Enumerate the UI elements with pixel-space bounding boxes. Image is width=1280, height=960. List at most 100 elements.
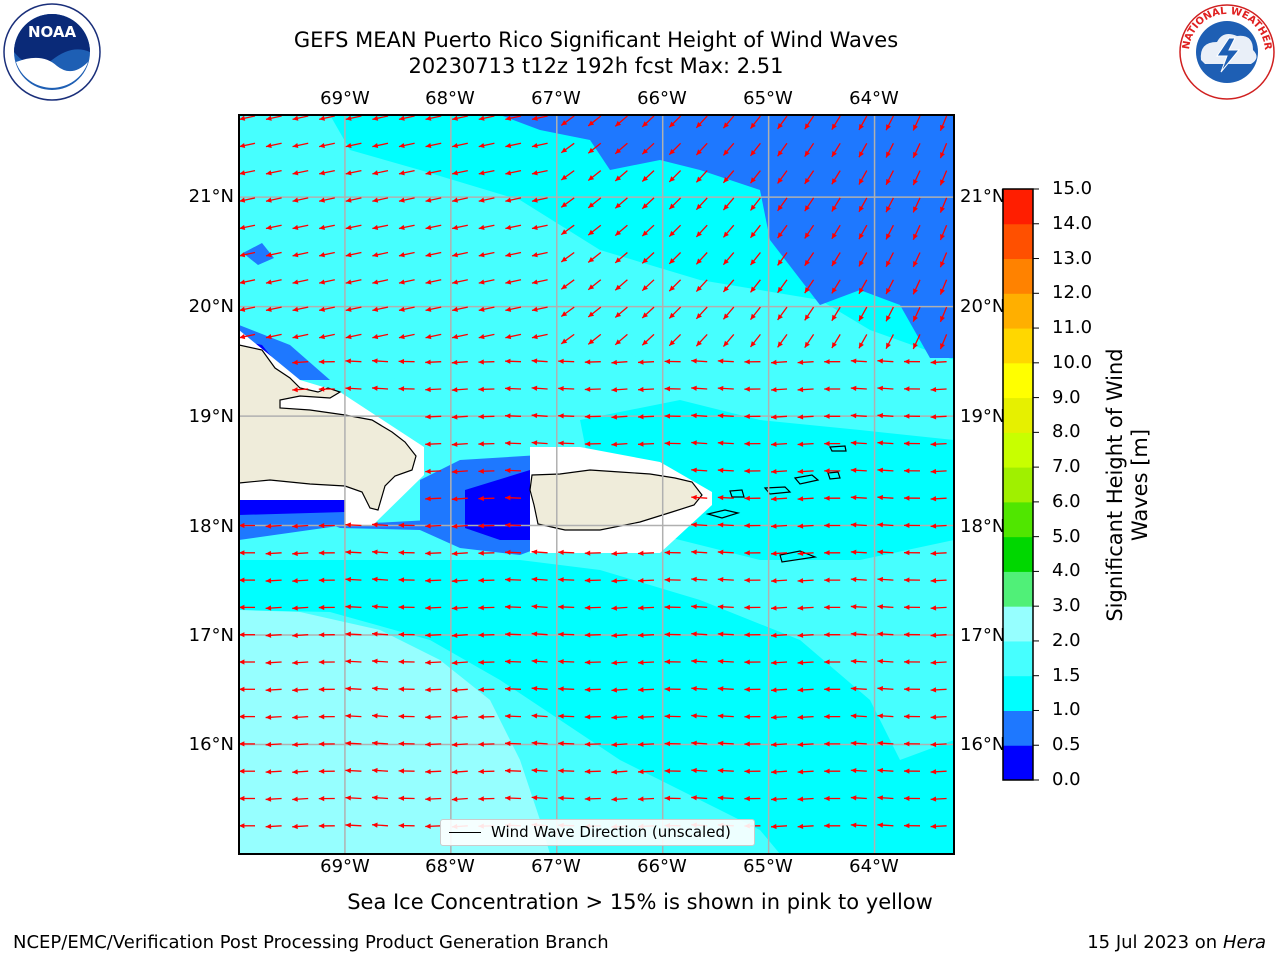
- wave-direction-arrow-head: [584, 659, 591, 665]
- wave-direction-arrow-head: [717, 686, 724, 692]
- wave-direction-arrow-head: [531, 279, 538, 285]
- wave-direction-arrow-head: [850, 604, 857, 610]
- wave-direction-arrow-head: [478, 468, 484, 474]
- wave-direction-arrow-head: [850, 795, 857, 801]
- wave-direction-arrow-head: [318, 577, 325, 583]
- wave-direction-arrow-head: [638, 386, 644, 393]
- wave-direction-arrow-head: [558, 413, 564, 419]
- wave-direction-arrow-head: [930, 741, 937, 748]
- wave-direction-arrow-head: [561, 338, 568, 344]
- wave-direction-arrow-head: [744, 441, 750, 447]
- wave-direction-arrow-head: [824, 440, 830, 447]
- lon-label-top: 66°W: [637, 88, 687, 109]
- wave-direction-arrow-head: [930, 605, 937, 611]
- wave-direction-arrow-head: [777, 150, 783, 157]
- wave-direction-arrow-head: [531, 358, 538, 364]
- wave-direction-arrow-head: [505, 549, 511, 556]
- wave-direction-arrow-head: [744, 413, 750, 420]
- wave-direction-arrow-head: [584, 714, 591, 720]
- wave-direction-arrow-head: [398, 795, 405, 801]
- wave-direction-arrow-head: [638, 550, 644, 556]
- wave-direction-arrow-head: [561, 283, 568, 290]
- wave-direction-arrow-head: [615, 284, 622, 291]
- colorbar-segment: [1003, 362, 1033, 399]
- wave-direction-arrow-head: [478, 741, 484, 747]
- wave-direction-arrow-head: [717, 358, 724, 364]
- wave-direction-arrow-head: [451, 660, 458, 666]
- wave-direction-arrow-head: [318, 741, 325, 747]
- wave-direction-arrow-head: [777, 341, 783, 348]
- wave-direction-arrow-head: [886, 315, 891, 322]
- wave-direction-arrow-head: [930, 468, 937, 475]
- wave-direction-arrow-head: [345, 115, 352, 121]
- wave-direction-arrow-head: [913, 179, 918, 186]
- wave-direction-arrow-head: [478, 334, 485, 340]
- wave-direction-arrow-head: [850, 467, 857, 473]
- wave-direction-arrow-head: [750, 313, 756, 320]
- wave-direction-arrow-head: [372, 115, 379, 121]
- wave-direction-arrow-head: [505, 358, 511, 364]
- wave-direction-arrow-head: [904, 823, 910, 829]
- wave-direction-arrow-head: [505, 686, 511, 692]
- wave-direction-arrow-head: [372, 795, 378, 801]
- wave-direction-arrow-head: [265, 632, 272, 638]
- colorbar-tick-label: 9.0: [1052, 386, 1081, 408]
- colorbar-tick-label: 4.0: [1052, 560, 1081, 582]
- wave-direction-arrow-head: [478, 170, 485, 176]
- colorbar-segment: [1003, 640, 1033, 677]
- wave-direction-arrow-head: [558, 631, 564, 637]
- wave-direction-arrow-head: [850, 358, 857, 364]
- wave-direction-arrow-head: [584, 796, 591, 802]
- wave-direction-arrow-head: [345, 142, 352, 149]
- wave-direction-arrow-head: [372, 604, 378, 610]
- wave-direction-arrow-head: [877, 576, 883, 583]
- colorbar-segment: [1003, 501, 1033, 538]
- wave-direction-arrow-head: [239, 334, 246, 340]
- wave-direction-arrow-head: [451, 796, 458, 802]
- wave-direction-arrow-head: [265, 197, 272, 203]
- wave-direction-arrow-head: [615, 148, 622, 154]
- wave-direction-arrow-head: [292, 115, 299, 121]
- wave-direction-arrow-head: [723, 313, 729, 320]
- wave-direction-arrow-head: [642, 148, 649, 155]
- wave-direction-arrow-head: [318, 632, 325, 638]
- wave-direction-arrow-head: [804, 123, 810, 130]
- wave-direction-arrow-head: [797, 796, 804, 802]
- wave-direction-arrow-head: [588, 202, 595, 208]
- wave-direction-arrow-head: [451, 523, 458, 529]
- wave-direction-arrow-head: [265, 769, 272, 775]
- wave-direction-arrow-head: [750, 341, 756, 347]
- wave-direction-arrow-head: [425, 741, 431, 747]
- wave-direction-arrow-head: [664, 577, 671, 583]
- wave-direction-arrow-head: [531, 576, 538, 582]
- wave-band-0.5-1: [500, 115, 954, 358]
- wave-direction-arrow-head: [292, 523, 298, 529]
- wave-direction-arrow-head: [425, 197, 432, 203]
- wave-direction-arrow-head: [451, 359, 458, 366]
- wave-direction-arrow-head: [824, 577, 830, 583]
- wave-direction-arrow-head: [558, 358, 564, 364]
- wave-direction-arrow-head: [584, 441, 591, 447]
- colorbar-segment: [1003, 467, 1033, 503]
- wave-direction-arrow-head: [750, 259, 756, 266]
- wave-direction-arrow-head: [940, 124, 945, 131]
- wave-direction-arrow-head: [904, 440, 910, 447]
- wave-direction-arrow-head: [505, 713, 511, 719]
- lat-label-right: 17°N: [960, 625, 1006, 646]
- wave-direction-arrow-head: [505, 306, 512, 312]
- wave-direction-arrow-head: [877, 494, 883, 501]
- wave-direction-arrow-head: [398, 604, 405, 610]
- wave-direction-arrow-head: [425, 306, 432, 312]
- wave-direction-arrow-head: [831, 314, 837, 321]
- wave-direction-arrow-head: [265, 687, 272, 693]
- colorbar-segment: [1003, 536, 1033, 572]
- wave-direction-arrow-head: [771, 359, 777, 365]
- wave-direction-arrow-head: [478, 224, 485, 230]
- wave-direction-arrow-head: [452, 279, 458, 285]
- wave-direction-arrow-head: [664, 795, 671, 801]
- wave-direction-arrow-head: [638, 441, 644, 447]
- wave-direction-arrow-head: [478, 197, 485, 203]
- wave-direction-arrow-head: [478, 605, 484, 611]
- wave-direction-arrow-head: [478, 632, 484, 638]
- wave-direction-arrow-head: [265, 741, 272, 748]
